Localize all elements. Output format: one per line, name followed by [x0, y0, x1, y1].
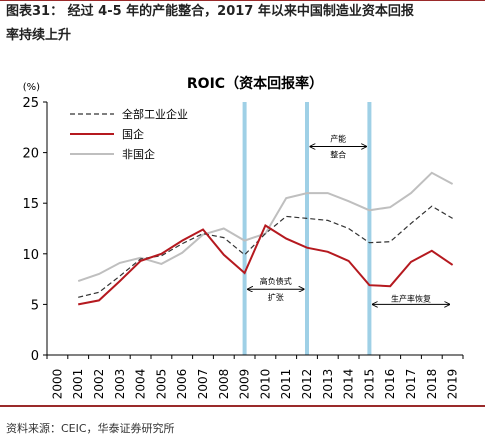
x-tick-label: 2006 [175, 369, 189, 400]
x-tick-label: 2011 [279, 369, 293, 400]
x-tick-label: 2005 [154, 369, 168, 400]
x-tick-label: 2019 [446, 369, 460, 400]
y-axis-unit: (%) [23, 82, 40, 93]
x-tick-label: 2016 [383, 369, 397, 400]
x-tick-label: 2009 [238, 369, 252, 400]
x-tick-label: 2017 [404, 369, 418, 400]
chart-title: ROIC（资本回报率） [187, 75, 323, 92]
x-tick-label: 2001 [71, 369, 85, 400]
y-tick-label: 5 [31, 298, 39, 313]
annotation-label: 生产率恢复 [391, 293, 431, 303]
x-tick-label: 2018 [425, 369, 439, 400]
x-tick-label: 2004 [134, 369, 148, 400]
figure-header: 图表31： 经过 4-5 年的产能整合，2017 年以来中国制造业资本回报 率持… [6, 0, 484, 48]
legend-label: 非国企 [122, 147, 155, 161]
y-tick-label: 20 [22, 147, 39, 162]
x-tick-label: 2012 [300, 369, 314, 400]
y-tick-label: 25 [22, 96, 39, 111]
y-tick-label: 10 [22, 248, 39, 263]
x-tick-label: 2014 [342, 369, 356, 400]
legend-label: 国企 [122, 127, 144, 141]
x-tick-label: 2010 [258, 369, 272, 400]
x-tick-label: 2000 [50, 369, 64, 400]
annotation-label: 整合 [330, 150, 346, 160]
y-tick-label: 15 [22, 197, 39, 212]
annotation-label: 扩张 [268, 292, 284, 302]
header-top-rule [0, 0, 485, 1]
x-tick-label: 2003 [113, 369, 127, 400]
series-line-1 [78, 224, 454, 306]
x-tick-label: 2013 [321, 369, 335, 400]
annotation-label: 产能 [330, 134, 346, 144]
source-note: 资料来源：CEIC，华泰证券研究所 [6, 422, 175, 435]
x-tick-label: 2002 [92, 369, 106, 400]
figure-caption-line2: 率持续上升 [6, 28, 72, 43]
figure-caption-line1: 图表31： 经过 4-5 年的产能整合，2017 年以来中国制造业资本回报 [6, 4, 414, 19]
x-tick-label: 2015 [362, 369, 376, 400]
x-tick-label: 2008 [217, 369, 231, 400]
annotation-label: 高负债式 [260, 276, 292, 286]
roic-line-chart: ROIC（资本回报率） (%) 0 5 10 15 20 25 2000 2001 2002 2003… [22, 75, 464, 400]
y-tick-label: 0 [31, 349, 39, 364]
x-tick-label: 2007 [196, 369, 210, 400]
series-line-0 [78, 205, 453, 298]
legend-label: 全部工业企业 [122, 107, 188, 121]
footer-rule [0, 405, 485, 407]
